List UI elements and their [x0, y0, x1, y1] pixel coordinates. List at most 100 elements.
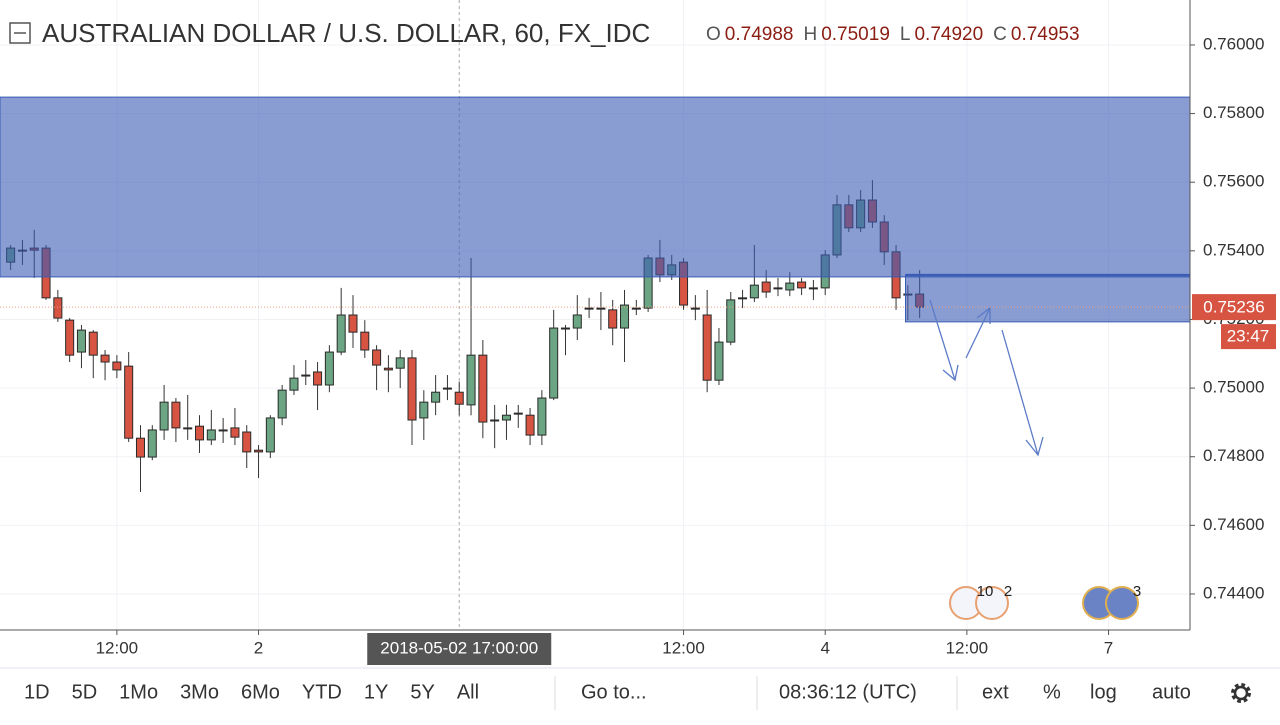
- candle-body: [206, 429, 216, 441]
- option-button[interactable]: auto: [1152, 681, 1191, 703]
- crosshair-label-box: [367, 633, 552, 665]
- candle-body: [218, 429, 228, 432]
- candle-body: [336, 314, 346, 353]
- range-button[interactable]: 6Mo: [241, 681, 280, 703]
- option-button[interactable]: ext: [982, 681, 1009, 703]
- x-tick-label: 7: [1104, 638, 1113, 657]
- candle-body: [431, 391, 441, 403]
- x-tick-label: 2: [254, 638, 263, 657]
- x-tick-label: 4: [820, 638, 829, 657]
- ohlc-letter: H: [803, 24, 817, 45]
- candle-body: [442, 387, 452, 390]
- event-icon[interactable]: [975, 586, 1009, 620]
- arrow-head: [942, 364, 959, 382]
- candle-body: [372, 349, 382, 366]
- arrow: [965, 307, 991, 359]
- range-button[interactable]: YTD: [302, 681, 342, 703]
- zone: [0, 96, 1191, 278]
- goto-button[interactable]: Go to...: [581, 681, 647, 703]
- y-tick-label: 0.74800: [1203, 446, 1264, 465]
- candle-body: [773, 287, 783, 290]
- range-button[interactable]: 1Mo: [119, 681, 158, 703]
- ohlc-letter: O: [706, 24, 721, 45]
- candle-body: [242, 431, 252, 453]
- candle-body: [124, 365, 134, 439]
- gear-ring: [1233, 685, 1249, 701]
- zone: [904, 274, 1191, 323]
- candle-body: [383, 367, 393, 371]
- candle-body: [749, 284, 759, 299]
- candle-body: [159, 401, 169, 431]
- y-tick-label: 0.75400: [1203, 240, 1264, 259]
- candle-body: [797, 281, 807, 289]
- chart-title: AUSTRALIAN DOLLAR / U.S. DOLLAR, 60, FX_…: [42, 18, 650, 48]
- candle-body: [195, 425, 205, 441]
- candle-body: [277, 389, 287, 419]
- ohlc-legend: O 0.74988 H 0.75019 L 0.74920 C 0.74953: [706, 24, 1080, 45]
- option-button[interactable]: log: [1090, 681, 1117, 703]
- candle-body: [560, 327, 571, 330]
- ohlc-letter: L: [900, 24, 911, 45]
- range-button[interactable]: All: [457, 681, 479, 703]
- candle-body: [631, 307, 641, 310]
- x-tick-label: 12:00: [96, 638, 139, 657]
- ohlc-value: 0.75019: [821, 24, 890, 45]
- arrow: [1001, 329, 1039, 456]
- candle-body: [147, 429, 157, 458]
- candle-body: [230, 427, 240, 438]
- price-label-box: [1192, 294, 1276, 321]
- price-label: 0.75236: [1203, 298, 1264, 317]
- candle-body: [584, 307, 594, 310]
- settings-icon[interactable]: [1231, 683, 1251, 703]
- candle-body: [88, 331, 98, 356]
- candle-body: [501, 414, 511, 421]
- candle-body: [65, 319, 75, 356]
- event-badges[interactable]: 10 2 3: [949, 583, 1141, 620]
- countdown-box: [1221, 324, 1276, 350]
- candle-body: [702, 314, 712, 381]
- candle-body: [690, 307, 700, 310]
- event-count: 2: [1004, 583, 1012, 600]
- candle-body: [761, 281, 771, 293]
- range-button[interactable]: 5D: [72, 681, 98, 703]
- ohlc-value: 0.74953: [1011, 24, 1080, 45]
- candle-body: [407, 357, 417, 421]
- clock: 08:36:12 (UTC): [779, 681, 917, 703]
- candle-body: [466, 354, 476, 406]
- range-button[interactable]: 5Y: [410, 681, 434, 703]
- candle-body: [478, 354, 488, 423]
- candle-body: [714, 341, 724, 381]
- range-button[interactable]: 3Mo: [180, 681, 219, 703]
- toolbar: Go to... 08:36:12 (UTC) 1D 5D 1Mo 3Mo 6Mo YTD…: [24, 676, 1251, 710]
- candle-body: [324, 351, 334, 386]
- ohlc-value: 0.74920: [914, 24, 983, 45]
- candle-body: [808, 287, 818, 290]
- candle-body: [620, 304, 630, 329]
- candle-body: [76, 329, 86, 353]
- candle-body: [301, 374, 311, 377]
- gear-teeth: [1231, 683, 1251, 703]
- crosshair-label: 2018-05-02 17:00:00: [380, 638, 538, 657]
- y-tick-label: 0.75600: [1203, 172, 1264, 191]
- event-count: 3: [1133, 583, 1141, 600]
- event-icon[interactable]: [1105, 586, 1139, 620]
- candle-body: [183, 427, 193, 430]
- candle-body: [100, 354, 110, 363]
- candle-body: [171, 401, 181, 429]
- event-count: 10: [977, 583, 994, 600]
- y-tick-label: 0.74400: [1203, 583, 1264, 602]
- candle-body: [254, 449, 264, 453]
- candle-body: [549, 327, 559, 399]
- arrow: [929, 299, 956, 381]
- option-button[interactable]: %: [1043, 681, 1061, 703]
- range-button[interactable]: 1D: [24, 681, 50, 703]
- candle-body: [738, 297, 748, 300]
- countdown: 23:47: [1227, 327, 1270, 346]
- candle-body: [313, 371, 323, 386]
- candle-body: [490, 419, 500, 422]
- collapse-icon[interactable]: [9, 22, 31, 44]
- y-tick-label: 0.75000: [1203, 378, 1264, 397]
- range-button[interactable]: 1Y: [364, 681, 388, 703]
- candle-body: [726, 299, 736, 343]
